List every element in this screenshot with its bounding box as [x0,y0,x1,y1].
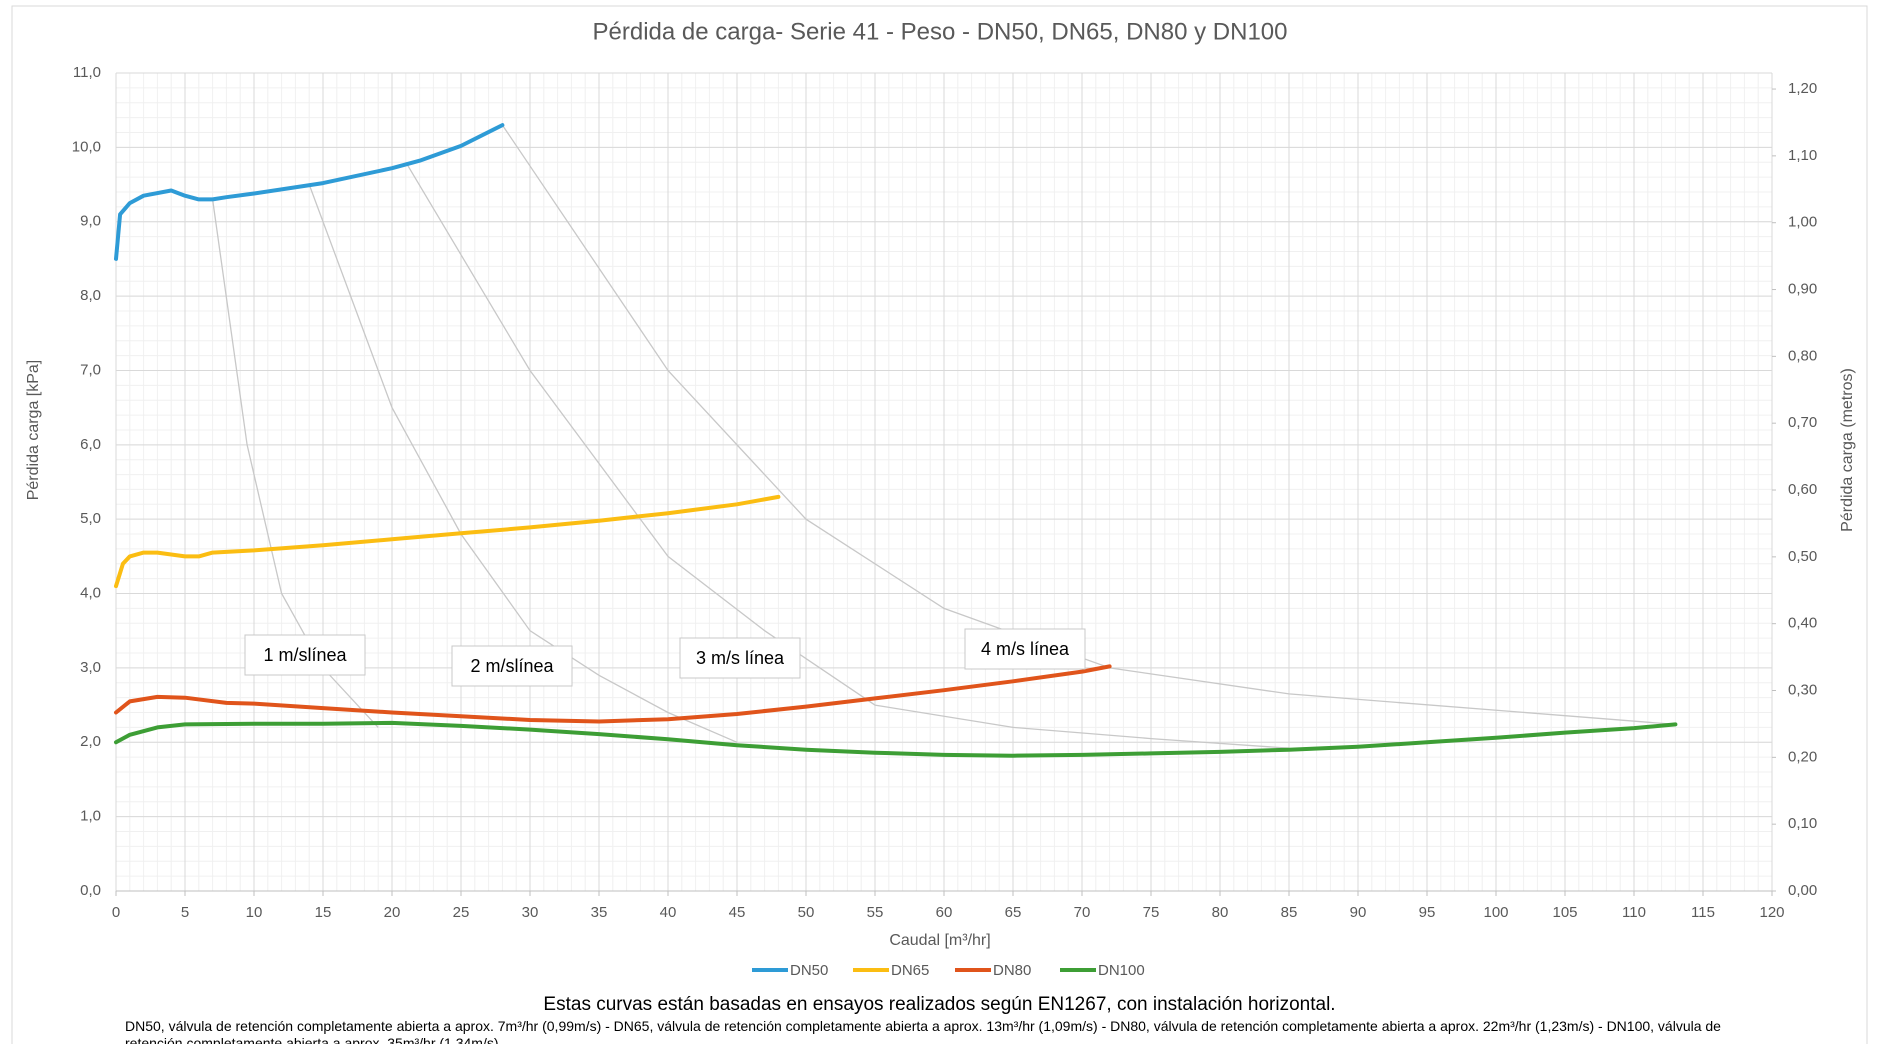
x-tick-label: 90 [1350,904,1367,921]
x-tick-label: 15 [315,904,332,921]
velocity-line [405,161,1290,749]
x-tick-label: 65 [1005,904,1022,921]
x-tick-label: 75 [1143,904,1160,921]
series-line [114,494,781,589]
y-tick-label: 9,0 [80,213,101,230]
x-tick-label: 20 [384,904,401,921]
y2-tick-label: 0,30 [1788,681,1817,698]
velocity-line [308,184,738,743]
note: DN50, válvula de retención completamente… [125,1018,1721,1044]
legend-label: DN50 [790,962,828,979]
y-tick-label: 0,0 [80,882,101,899]
y2-tick-label: 0,50 [1788,548,1817,565]
x-tick-label: 100 [1483,904,1508,921]
y2-tick-label: 0,20 [1788,748,1817,765]
legend-label: DN65 [891,962,929,979]
x-tick-label: 110 [1622,904,1646,921]
y-tick-label: 2,0 [80,733,101,750]
x-tick-label: 30 [522,904,539,921]
y2-axis-title: Pérdida carga (metros) [1839,368,1856,532]
y2-tick-label: 0,90 [1788,280,1817,297]
x-tick-label: 95 [1419,904,1436,921]
x-tick-label: 85 [1281,904,1298,921]
x-tick-label: 40 [660,904,677,921]
y-tick-label: 5,0 [80,510,101,527]
annotation: 3 m/s línea [696,648,785,668]
x-tick-label: 105 [1552,904,1577,921]
annotation-box [451,645,573,687]
x-tick-label: 25 [453,904,470,921]
y-tick-label: 7,0 [80,361,101,378]
annotation: 1 m/slínea [263,645,347,665]
legend-label: DN80 [993,962,1031,979]
y2-tick-label: 0,60 [1788,481,1817,498]
x-tick-label: 120 [1759,904,1784,921]
x-tick-label: 115 [1691,904,1715,921]
y-axis-title: Pérdida carga [kPa] [25,360,42,501]
y2-tick-label: 1,20 [1788,80,1817,97]
x-tick-label: 45 [729,904,746,921]
x-tick-label: 0 [112,904,120,921]
annotation-box [964,628,1086,670]
annotation: 4 m/s línea [981,639,1070,659]
annotation-box [244,634,366,676]
x-axis-title: Caudal [m³/hr] [889,932,990,949]
y2-tick-label: 1,10 [1788,147,1817,164]
y2-tick-label: 0,80 [1788,347,1817,364]
y-tick-label: 11,0 [73,64,101,81]
x-tick-label: 35 [591,904,608,921]
chart-border [11,5,1868,1044]
x-tick-label: 5 [181,904,189,921]
y-tick-label: 1,0 [80,808,101,825]
y-tick-label: 4,0 [80,585,101,602]
x-tick-label: 50 [798,904,815,921]
annotation: 2 m/slínea [470,656,554,676]
y2-tick-label: 0,00 [1788,882,1817,899]
velocity-line [501,124,1676,726]
x-tick-label: 60 [936,904,953,921]
y-tick-label: 6,0 [80,436,101,453]
y2-tick-label: 0,70 [1788,414,1817,431]
series-line [114,123,505,261]
x-tick-label: 70 [1074,904,1091,921]
legend-label: DN100 [1098,962,1145,979]
y-tick-label: 8,0 [80,287,101,304]
y-tick-label: 3,0 [80,659,101,676]
series-line [114,720,1678,758]
x-tick-label: 55 [867,904,884,921]
x-tick-label: 10 [246,904,263,921]
note: Estas curvas están basadas en ensayos re… [543,994,1336,1015]
chart-title: Pérdida de carga- Serie 41 - Peso - DN50… [593,18,1288,45]
y-tick-label: 10,0 [72,138,101,155]
y2-tick-label: 0,10 [1788,815,1817,832]
annotation-box [679,637,801,679]
y2-tick-label: 0,40 [1788,615,1817,632]
y2-tick-label: 1,00 [1788,214,1817,231]
velocity-line [211,199,379,728]
series-line [114,664,1112,724]
x-tick-label: 80 [1212,904,1229,921]
